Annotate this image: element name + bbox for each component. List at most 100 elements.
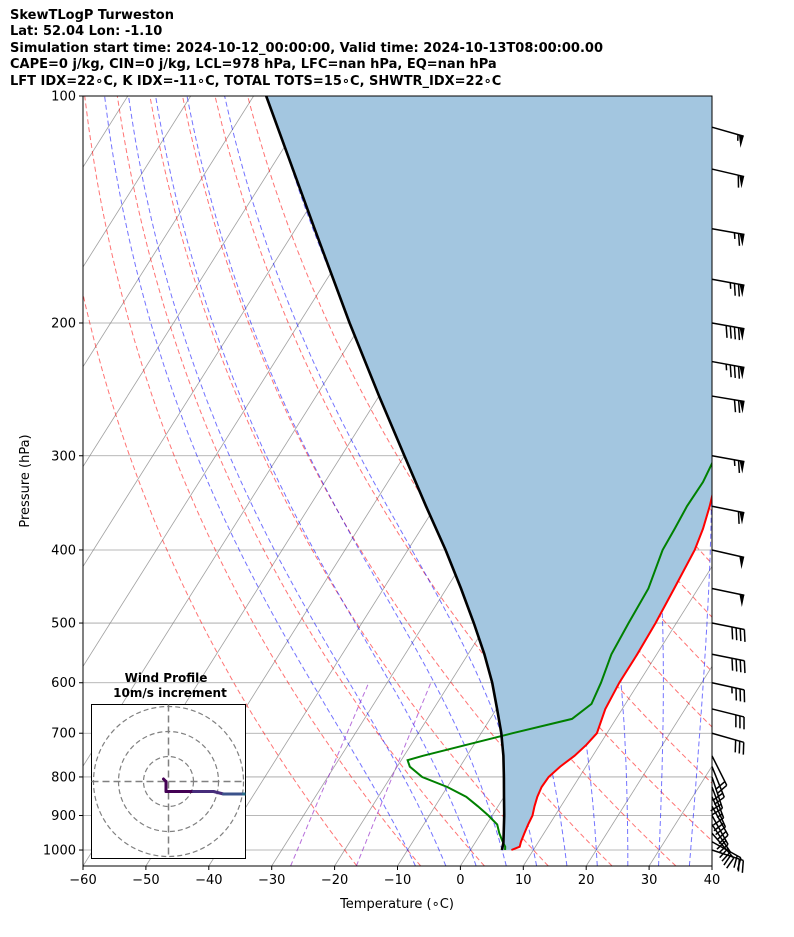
- cin-shading: [266, 96, 712, 850]
- barb-full: [733, 855, 738, 868]
- wind-barb: [711, 455, 745, 474]
- x-tick-label: −20: [321, 873, 348, 888]
- isotherm-line: [585, 665, 712, 866]
- moist-adiabat: [128, 96, 447, 866]
- hodograph-segment: [212, 790, 225, 796]
- isotherm-line: [83, 96, 192, 268]
- isotherm-line: [83, 96, 254, 368]
- y-tick-label: 500: [51, 617, 76, 632]
- isotherm-line: [775, 96, 794, 866]
- barb-staff: [711, 395, 745, 403]
- barb-staff: [711, 360, 745, 369]
- wind-barb: [711, 815, 729, 854]
- barb-full: [715, 826, 726, 836]
- hodograph-segment: [271, 789, 274, 792]
- barb-staff: [711, 682, 745, 691]
- wind-barb: [711, 832, 735, 869]
- y-tick-label: 400: [51, 543, 76, 558]
- barb-staff: [711, 832, 735, 859]
- barb-staff: [711, 755, 728, 786]
- barb-full: [733, 283, 736, 296]
- barb-full: [715, 781, 726, 791]
- x-tick-label: −50: [132, 873, 159, 888]
- wind-barb: [711, 278, 745, 298]
- y-tick-label: 700: [51, 727, 76, 742]
- dry-adiabat: [149, 96, 549, 866]
- hodograph-subtitle: 10m/s increment: [113, 686, 227, 700]
- cape-cin-fill: [266, 96, 712, 850]
- barb-full: [718, 843, 729, 854]
- barb-full: [737, 233, 741, 246]
- dry-adiabat: [703, 96, 712, 110]
- barb-full: [712, 817, 725, 826]
- time-line: Simulation start time: 2024-10-12_00:00:…: [10, 40, 603, 56]
- barb-half: [716, 813, 723, 819]
- x-tick-label: 0: [456, 873, 464, 888]
- isotherm-line: [0, 96, 2, 866]
- barb-full: [731, 627, 734, 640]
- barb-full: [721, 851, 731, 862]
- wind-barb: [711, 796, 727, 836]
- barb-staff: [711, 732, 744, 744]
- wind-barb: [711, 587, 745, 608]
- barb-full: [737, 460, 741, 473]
- isotherm-line: [83, 96, 380, 568]
- x-tick-label: −10: [384, 873, 411, 888]
- barb-full: [718, 834, 729, 845]
- barb-full: [737, 400, 741, 413]
- barb-full: [741, 860, 745, 873]
- x-tick-label: −30: [258, 873, 285, 888]
- mixing-ratio-line: [290, 682, 370, 866]
- barb-staff: [711, 622, 745, 631]
- barb-full: [713, 796, 725, 806]
- barb-full: [726, 857, 735, 869]
- chart-title: SkewTLogP Turweston: [10, 8, 174, 23]
- barb-full: [729, 364, 732, 378]
- barb-full: [737, 511, 740, 524]
- y-tick-label: 200: [51, 316, 76, 331]
- dry-adiabat: [182, 96, 613, 866]
- barb-pennant: [738, 134, 744, 148]
- wind-barb: [711, 228, 745, 247]
- dewpoint-line: [406, 461, 712, 851]
- wind-barb: [711, 360, 745, 380]
- x-tick-label: −40: [195, 873, 222, 888]
- wind-barb: [711, 708, 745, 730]
- wind-barb: [711, 653, 746, 674]
- temperature-line: [511, 492, 712, 851]
- wind-barb: [711, 395, 745, 414]
- barb-pennant: [739, 327, 745, 341]
- barb-staff: [711, 708, 745, 718]
- wind-barb: [711, 505, 745, 525]
- mixing-ratio-lines: [290, 682, 432, 866]
- barb-staff: [711, 587, 745, 597]
- barb-pennant: [739, 366, 745, 380]
- barb-full: [743, 629, 746, 642]
- barb-full: [729, 326, 732, 339]
- dry-adiabat: [83, 291, 358, 866]
- isotherm-line: [522, 565, 712, 866]
- isotherm-line: [711, 865, 712, 866]
- hodograph: [91, 704, 274, 859]
- dry-adiabat: [116, 96, 485, 866]
- y-tick-label: 800: [51, 770, 76, 785]
- barb-full: [716, 784, 728, 794]
- y-axis-ticks: 1000 900 800 700 600 500 400 300 200 100: [43, 90, 83, 859]
- barb-full: [712, 792, 724, 802]
- x-axis-label: Temperature (∘C): [339, 897, 454, 912]
- parcel-line: [264, 96, 506, 851]
- barb-full: [733, 365, 736, 379]
- barb-full: [737, 284, 741, 297]
- barb-full: [735, 659, 738, 672]
- barb-staff: [711, 549, 745, 559]
- moist-adiabat: [104, 96, 416, 866]
- barb-full: [719, 847, 729, 859]
- barb-full: [723, 854, 732, 866]
- barb-pennant: [739, 460, 745, 474]
- barb-full: [743, 660, 746, 674]
- y-tick-label: 1000: [43, 844, 76, 859]
- barb-full: [716, 840, 727, 850]
- x-tick-label: 30: [641, 873, 658, 888]
- indices-line-1: CAPE=0 j/kg, CIN=0 j/kg, LCL=978 hPa, LF…: [10, 57, 497, 73]
